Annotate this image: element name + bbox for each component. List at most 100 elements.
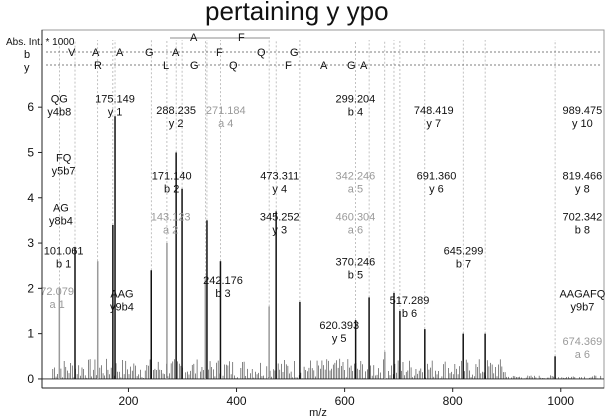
plot-frame xyxy=(41,29,605,389)
annotation-mz: AAG xyxy=(110,288,133,300)
annotation-ion: y 5 xyxy=(332,333,347,345)
annotation-ion: y8b4 xyxy=(49,215,73,227)
y-tick-label: 4 xyxy=(27,191,34,205)
annotation-mz: 271.184 xyxy=(206,105,246,117)
y-tick-label: 6 xyxy=(27,100,34,114)
y-tick-label: 5 xyxy=(27,145,34,159)
annotation-ion: a 1 xyxy=(49,299,64,311)
x-axis-label: m/z xyxy=(309,407,327,419)
annotation-mz: 645.299 xyxy=(444,245,484,257)
annotation-ion: b 6 xyxy=(402,308,417,320)
guide-lines xyxy=(59,40,556,357)
spectrum-noise xyxy=(42,358,604,380)
annotation-ion: y9b7 xyxy=(570,301,594,313)
annotation-mz: 819.466 xyxy=(563,171,603,183)
annotation-mz: 370.246 xyxy=(336,257,376,269)
annotation-ion: b 7 xyxy=(456,258,471,270)
annotation-ion: y 8 xyxy=(575,184,590,196)
annotation-mz: 143.123 xyxy=(151,211,191,223)
annotation-ion: b 5 xyxy=(348,270,363,282)
top-seq-letter: F xyxy=(238,32,245,44)
annotation-mz: 242.176 xyxy=(203,275,243,287)
annotation-mz: 674.369 xyxy=(563,336,603,348)
annotation-mz: 342.246 xyxy=(336,171,376,183)
annotation-mz: QG xyxy=(51,94,68,106)
annotation-ion: y 10 xyxy=(572,118,593,130)
annotation-mz: 702.342 xyxy=(563,211,603,223)
annotation-ion: y 3 xyxy=(272,224,287,236)
annotation-ion: y 6 xyxy=(429,184,444,196)
y-tick-label: 0 xyxy=(27,372,34,386)
annotation-ion: b 4 xyxy=(348,107,363,119)
sequence-ladders: Abs. Int. * 1000 b y A FV A A G A F Q GR L G Q F A G A xyxy=(6,32,600,74)
annotation-mz: 288.235 xyxy=(156,105,196,117)
annotation-ion: y5b7 xyxy=(52,166,76,178)
y-seq-letter: G xyxy=(347,60,356,72)
annotation-ion: b 3 xyxy=(215,288,230,300)
annotation-ion: a 4 xyxy=(218,118,233,130)
plot-border xyxy=(41,29,605,389)
annotation-mz: 691.360 xyxy=(417,171,457,183)
y-seq-letter: A xyxy=(360,60,368,72)
y-tick-label: 1 xyxy=(27,327,34,341)
y-seq-letter: L xyxy=(163,60,169,72)
annotation-mz: AAGAFQ xyxy=(559,288,605,300)
annotation-ion: y9b4 xyxy=(110,301,134,313)
b-seq-letter: F xyxy=(216,47,223,59)
b-seq-letter: A xyxy=(92,47,100,59)
annotation-ion: y 1 xyxy=(108,107,123,119)
y-seq-letter: F xyxy=(285,60,292,72)
annotation-mz: 171.140 xyxy=(152,171,192,183)
annotation-ion: a 6 xyxy=(575,349,590,361)
annotation-ion: b 1 xyxy=(56,258,71,270)
annotation-mz: 748.419 xyxy=(414,105,454,117)
y-seq-letter: R xyxy=(94,60,102,72)
spectrum-peaks xyxy=(58,116,556,379)
annotation-mz: FQ xyxy=(56,153,72,165)
b-seq-letter: G xyxy=(145,47,154,59)
x-tick-label: 800 xyxy=(443,394,463,408)
y-seq-letter: Q xyxy=(229,60,238,72)
header-text: pertaining y ypo xyxy=(205,0,389,26)
y-seq-letter: A xyxy=(320,60,328,72)
y-axis-label: Abs. Int. * 1000 xyxy=(6,37,75,48)
b-seq-letter: G xyxy=(290,47,299,59)
annotation-ion: a 2 xyxy=(163,224,178,236)
b-seq-letter: A xyxy=(172,47,180,59)
annotation-ion: y 4 xyxy=(272,184,287,196)
y-seq-letter: G xyxy=(190,60,199,72)
annotation-ion: b 2 xyxy=(164,184,179,196)
annotation-mz: 620.393 xyxy=(319,320,359,332)
annotation-mz: 72.079 xyxy=(40,286,74,298)
y-series-label: y xyxy=(24,62,30,74)
b-seq-letter: V xyxy=(68,47,76,59)
b-series-label: b xyxy=(24,49,30,61)
annotation-mz: 345.252 xyxy=(260,211,300,223)
annotation-mz: 299.204 xyxy=(336,94,376,106)
x-tick-label: 200 xyxy=(118,394,138,408)
annotation-mz: 517.289 xyxy=(390,295,430,307)
x-tick-label: 1000 xyxy=(547,394,574,408)
top-seq-letter: A xyxy=(190,32,198,44)
axes: m/z 0 1 2 3 4 5 6 200 400 600 800 1000 xyxy=(27,30,604,419)
annotation-ion: y4b8 xyxy=(47,107,71,119)
annotation-ion: a 6 xyxy=(348,224,363,236)
annotation-ion: a 5 xyxy=(348,184,363,196)
y-tick-label: 2 xyxy=(27,281,34,295)
y-tick-label: 3 xyxy=(27,236,34,250)
x-tick-label: 400 xyxy=(227,394,247,408)
annotation-ion: y 7 xyxy=(426,118,441,130)
annotation-mz: 989.475 xyxy=(563,105,603,117)
annotation-mz: AG xyxy=(53,202,69,214)
annotation-ion: b 8 xyxy=(575,224,590,236)
annotation-mz: 473.311 xyxy=(260,171,299,183)
x-tick-label: 600 xyxy=(335,394,355,408)
b-seq-letter: Q xyxy=(257,47,266,59)
b-seq-letter: A xyxy=(116,47,124,59)
annotation-ion: y 2 xyxy=(169,118,184,130)
annotation-mz: 101.061 xyxy=(44,245,84,257)
annotation-mz: 175.149 xyxy=(95,94,135,106)
annotation-mz: 460.304 xyxy=(336,211,376,223)
